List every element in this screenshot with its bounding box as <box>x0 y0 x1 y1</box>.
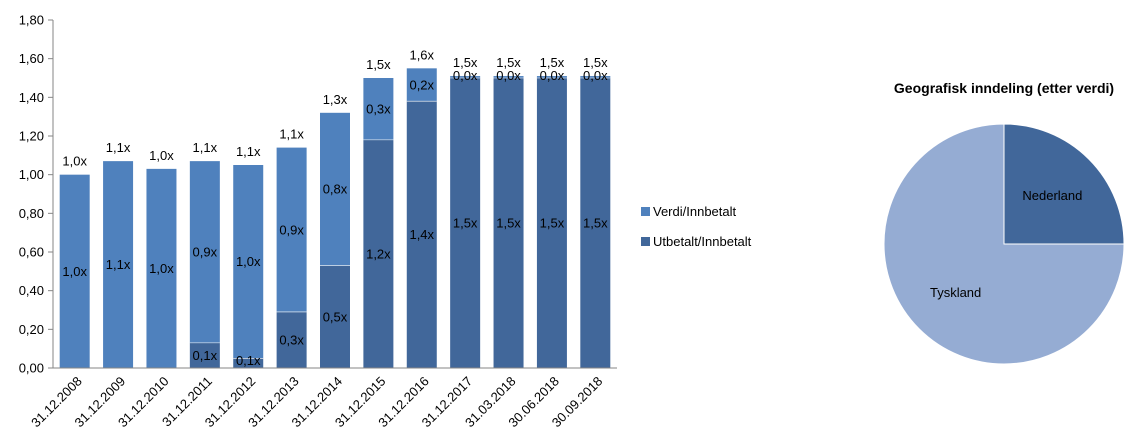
y-tick-label: 0,00 <box>19 361 44 376</box>
y-tick-label: 1,80 <box>19 13 44 28</box>
pie-chart: Geografisk inndeling (etter verdi) Nederl… <box>883 80 1125 365</box>
data-label-total: 1,0x <box>62 154 87 169</box>
data-label-utbetalt: 0,1x <box>236 353 261 368</box>
pie-slice <box>883 123 1125 365</box>
data-label-total: 1,1x <box>193 140 218 155</box>
bar-utbetalt <box>363 139 394 368</box>
data-label-utbetalt: 1,5x <box>453 216 478 231</box>
data-label-total: 1,3x <box>323 92 348 107</box>
data-label-total: 1,1x <box>236 144 261 159</box>
bar-utbetalt <box>536 78 567 368</box>
y-tick-label: 1,40 <box>19 90 44 105</box>
bar-utbetalt <box>276 311 307 368</box>
data-label-verdi: 0,3x <box>366 101 391 116</box>
legend-label: Utbetalt/Innbetalt <box>653 234 752 249</box>
data-label-utbetalt: 1,2x <box>366 246 391 261</box>
data-label-utbetalt: 0,5x <box>323 309 348 324</box>
data-label-total: 1,0x <box>149 148 174 163</box>
y-tick-label: 1,00 <box>19 167 44 182</box>
bar-verdi <box>493 76 524 78</box>
data-label-total: 1,1x <box>106 140 131 155</box>
y-tick-label: 0,40 <box>19 283 44 298</box>
data-label-total: 1,6x <box>409 47 434 62</box>
data-label-verdi: 0,0x <box>496 68 521 83</box>
legend-swatch <box>641 207 650 216</box>
bar-verdi <box>536 76 567 78</box>
data-label-verdi: 1,0x <box>62 264 87 279</box>
bar-utbetalt <box>450 78 481 368</box>
bar-verdi <box>59 174 90 368</box>
bar-utbetalt <box>233 358 264 368</box>
data-label-verdi: 0,0x <box>540 68 565 83</box>
y-axis: 0,00 0,20 0,40 0,60 0,80 1,00 1,20 1,40 1,60 1,80 <box>19 13 54 376</box>
bar-verdi <box>189 161 220 343</box>
data-label-verdi: 0,8x <box>323 182 348 197</box>
y-tick-label: 0,80 <box>19 206 44 221</box>
data-label-verdi: 0,0x <box>583 68 608 83</box>
data-label-verdi: 0,9x <box>279 222 304 237</box>
pie-title: Geografisk inndeling (etter verdi) <box>894 80 1114 96</box>
bar-utbetalt <box>580 78 611 368</box>
bar-verdi <box>580 76 611 78</box>
bar-verdi <box>233 165 264 359</box>
data-label-utbetalt: 0,3x <box>279 332 304 347</box>
pie-slice-label: Nederland <box>1022 188 1082 203</box>
bar-series: 1,0x 1,0x 1,1x 1,1x 1,0x 1,0x 0,1x 0,9x 1,1x 0,1x… <box>59 47 611 368</box>
data-label-utbetalt: 1,5x <box>496 216 521 231</box>
y-tick-label: 1,20 <box>19 129 44 144</box>
data-label-utbetalt: 0,1x <box>193 348 218 363</box>
data-label-verdi: 1,0x <box>149 261 174 276</box>
y-tick-label: 0,60 <box>19 245 44 260</box>
data-label-utbetalt: 1,5x <box>583 216 608 231</box>
data-label-verdi: 1,1x <box>106 257 131 272</box>
y-tick-label: 1,60 <box>19 51 44 66</box>
data-label-verdi: 0,9x <box>193 245 218 260</box>
bar-utbetalt <box>493 78 524 368</box>
bar-utbetalt <box>320 265 350 368</box>
data-label-verdi: 1,0x <box>236 254 261 269</box>
data-label-utbetalt: 1,5x <box>540 216 565 231</box>
x-axis: 31.12.200831.12.200931.12.201031.12.2011… <box>28 367 617 430</box>
data-label-verdi: 0,2x <box>409 77 434 92</box>
data-label-utbetalt: 1,4x <box>409 227 434 242</box>
data-label-total: 1,5x <box>366 57 391 72</box>
data-label-total: 1,5x <box>496 55 521 70</box>
legend-label: Verdi/Innbetalt <box>653 204 737 219</box>
bar-verdi <box>450 76 481 78</box>
data-label-total: 1,5x <box>583 55 608 70</box>
bar-utbetalt <box>406 101 437 368</box>
bar-verdi <box>363 78 394 140</box>
pie-slice <box>1003 123 1125 245</box>
y-tick-label: 0,20 <box>19 322 44 337</box>
data-label-total: 1,5x <box>540 55 565 70</box>
legend-swatch <box>641 237 650 246</box>
data-label-total: 1,1x <box>279 127 304 142</box>
data-label-verdi: 0,0x <box>453 68 478 83</box>
bar-verdi <box>406 68 437 102</box>
bar-utbetalt <box>189 342 220 368</box>
bar-verdi <box>276 147 307 312</box>
bar-verdi <box>320 112 350 266</box>
bar-verdi <box>103 161 134 368</box>
legend: Verdi/Innbetalt Utbetalt/Innbetalt <box>641 204 752 249</box>
bar-verdi <box>146 168 177 368</box>
pie-slice-label: Tyskland <box>930 285 981 300</box>
data-label-total: 1,5x <box>453 55 478 70</box>
